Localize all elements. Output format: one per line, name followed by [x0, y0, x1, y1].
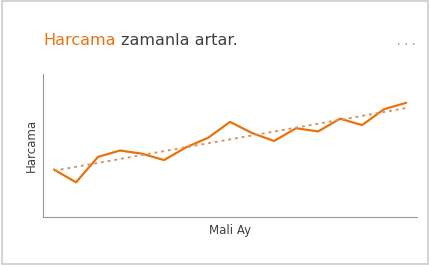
Text: ...: ... [395, 35, 417, 48]
Text: Harcama: Harcama [43, 33, 116, 48]
Text: zamanla artar.: zamanla artar. [116, 33, 237, 48]
Y-axis label: Harcama: Harcama [25, 119, 37, 172]
X-axis label: Mali Ay: Mali Ay [209, 224, 251, 237]
